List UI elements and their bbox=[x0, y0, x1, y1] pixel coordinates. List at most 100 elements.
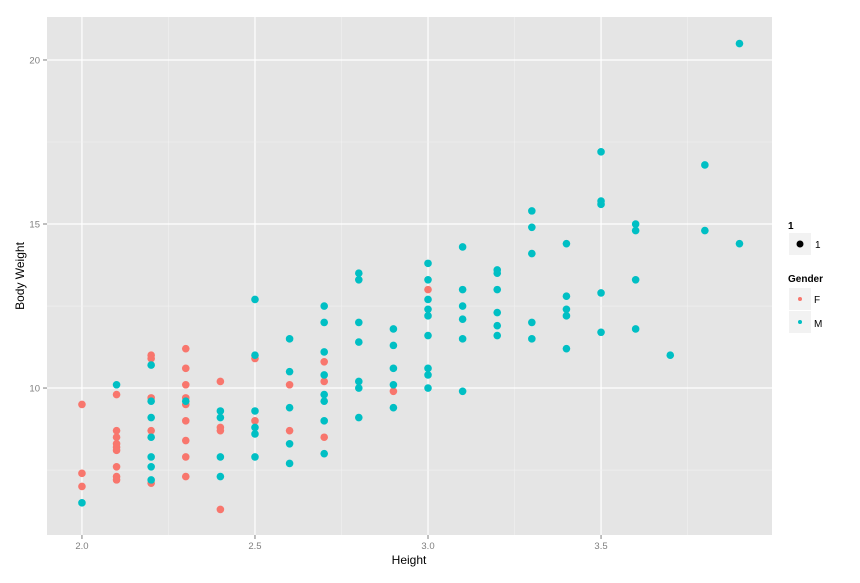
data-point-m bbox=[181, 397, 190, 405]
data-point-m bbox=[251, 423, 259, 432]
data-point-m bbox=[701, 161, 709, 169]
data-point-m bbox=[458, 285, 467, 294]
data-point-m bbox=[320, 397, 328, 405]
data-point-f bbox=[181, 364, 190, 373]
data-point-m bbox=[251, 453, 259, 461]
data-point-m bbox=[631, 275, 640, 284]
data-point-m bbox=[147, 433, 155, 442]
data-point-m bbox=[320, 449, 328, 458]
legend-label-f: F bbox=[814, 295, 820, 306]
data-point-m bbox=[631, 220, 640, 228]
data-point-f bbox=[78, 482, 86, 491]
data-point-m bbox=[355, 318, 363, 327]
data-point-m bbox=[597, 200, 605, 209]
data-point-m bbox=[216, 407, 225, 415]
data-point-m bbox=[285, 335, 294, 343]
data-point-f bbox=[320, 377, 328, 386]
data-point-m bbox=[424, 331, 432, 340]
data-point-f bbox=[112, 476, 121, 484]
data-point-m bbox=[597, 328, 605, 337]
legend-point-m bbox=[798, 320, 802, 324]
data-point-m bbox=[216, 413, 225, 422]
data-point-m bbox=[251, 407, 259, 415]
data-point-m bbox=[424, 364, 432, 373]
data-point-m bbox=[458, 387, 467, 396]
legend-point-f bbox=[798, 297, 802, 301]
data-point-f bbox=[424, 285, 432, 294]
data-point-f bbox=[181, 417, 190, 425]
data-point-m bbox=[320, 371, 328, 379]
data-point-m bbox=[147, 462, 155, 471]
data-point-m bbox=[493, 308, 502, 317]
data-point-f bbox=[147, 426, 155, 435]
data-point-m bbox=[424, 259, 432, 268]
x-tick-label: 2.5 bbox=[248, 541, 261, 552]
data-point-m bbox=[493, 331, 502, 340]
x-axis-ticks: 2.0 2.5 3.0 3.5 bbox=[75, 535, 608, 552]
data-point-m bbox=[666, 351, 675, 360]
data-point-f bbox=[216, 377, 225, 386]
data-point-m bbox=[562, 292, 571, 300]
data-point-f bbox=[181, 344, 190, 353]
data-point-m bbox=[528, 223, 536, 232]
y-axis-ticks: 10 15 20 bbox=[29, 55, 47, 395]
data-point-m bbox=[251, 295, 259, 304]
data-point-m bbox=[355, 377, 363, 386]
data-point-m bbox=[285, 367, 294, 376]
data-point-m bbox=[320, 302, 328, 310]
data-point-m bbox=[528, 249, 536, 258]
data-point-m bbox=[424, 312, 432, 320]
data-point-m bbox=[458, 243, 467, 251]
data-point-f bbox=[112, 426, 121, 435]
data-point-f bbox=[285, 426, 294, 435]
data-point-m bbox=[458, 302, 467, 310]
data-point-m bbox=[631, 325, 640, 333]
data-point-m bbox=[147, 476, 155, 484]
data-point-m bbox=[389, 341, 398, 350]
data-point-f bbox=[285, 380, 294, 389]
data-point-m bbox=[355, 269, 363, 278]
data-point-m bbox=[355, 384, 363, 392]
data-point-m bbox=[562, 305, 571, 314]
data-point-m bbox=[424, 371, 432, 379]
y-tick-label: 15 bbox=[29, 220, 40, 231]
data-point-m bbox=[701, 226, 709, 235]
data-point-m bbox=[493, 269, 502, 278]
data-point-m bbox=[493, 285, 502, 294]
data-point-f bbox=[147, 354, 155, 363]
data-point-m bbox=[458, 315, 467, 323]
data-point-m bbox=[528, 207, 536, 215]
data-point-f bbox=[320, 433, 328, 442]
data-point-f bbox=[112, 462, 121, 471]
data-point-f bbox=[181, 453, 190, 461]
data-point-f bbox=[112, 446, 121, 455]
data-point-m bbox=[424, 295, 432, 304]
data-point-m bbox=[147, 413, 155, 422]
data-point-m bbox=[355, 338, 363, 346]
data-point-m bbox=[320, 348, 328, 356]
data-point-m bbox=[389, 325, 398, 333]
legend: 1 1 Gender F M bbox=[788, 221, 823, 333]
data-point-m bbox=[320, 390, 328, 399]
data-point-m bbox=[389, 403, 398, 412]
data-point-m bbox=[147, 453, 155, 461]
data-point-f bbox=[112, 390, 121, 399]
data-point-m bbox=[493, 321, 502, 330]
y-tick-label: 10 bbox=[29, 384, 40, 395]
data-point-f bbox=[112, 433, 121, 442]
data-point-f bbox=[78, 469, 86, 478]
data-point-m bbox=[562, 312, 571, 320]
legend-label-m: M bbox=[814, 319, 822, 330]
data-point-m bbox=[147, 361, 155, 369]
x-axis-label: Height bbox=[392, 553, 427, 567]
data-point-m bbox=[320, 318, 328, 327]
data-point-m bbox=[735, 39, 744, 48]
legend-point-1 bbox=[796, 240, 804, 248]
data-point-m bbox=[320, 417, 328, 425]
data-point-f bbox=[216, 505, 225, 514]
data-point-f bbox=[216, 426, 225, 435]
data-point-f bbox=[181, 472, 190, 481]
data-point-m bbox=[528, 335, 536, 343]
x-tick-label: 3.5 bbox=[594, 541, 607, 552]
